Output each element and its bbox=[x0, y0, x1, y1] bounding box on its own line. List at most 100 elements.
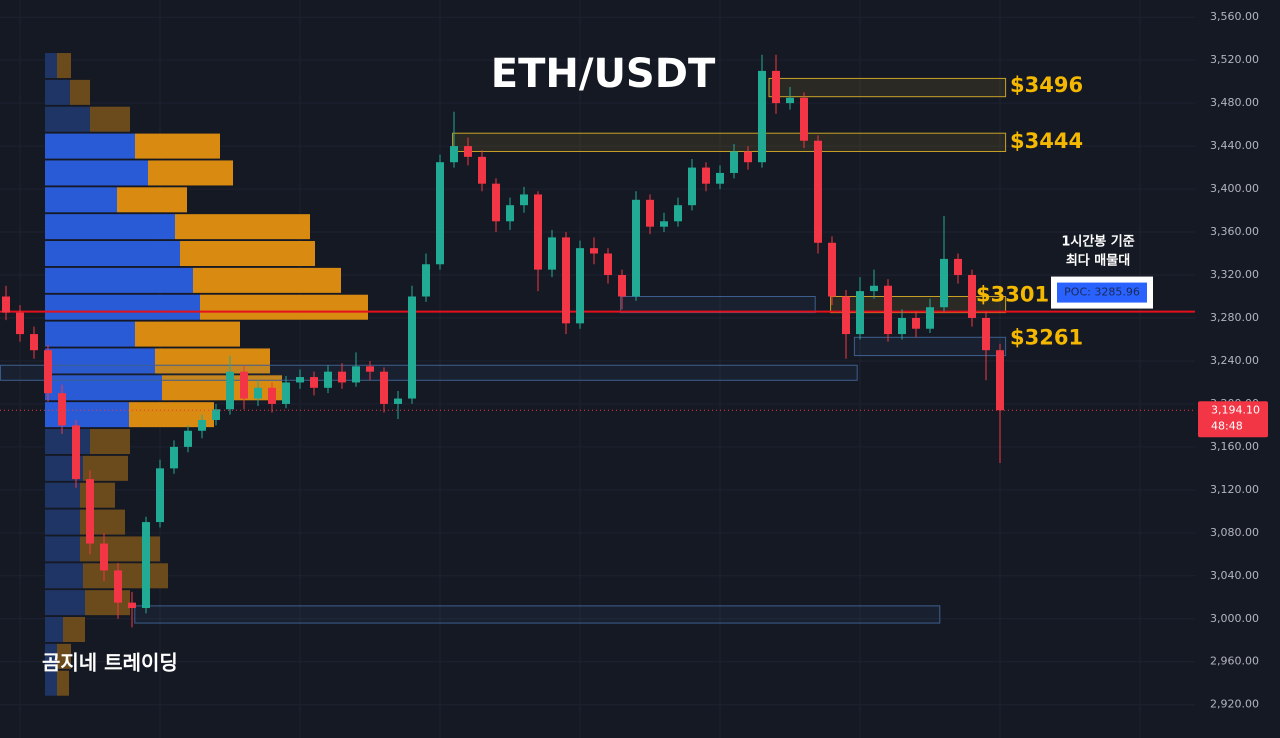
profile-buy bbox=[45, 241, 180, 267]
candle-body bbox=[870, 285, 878, 292]
candle-body bbox=[58, 393, 66, 426]
profile-sell bbox=[117, 187, 187, 213]
profile-buy bbox=[45, 214, 175, 240]
candle-body bbox=[772, 70, 780, 104]
candle-body bbox=[534, 194, 542, 270]
candle-body bbox=[296, 377, 304, 383]
profile-buy bbox=[45, 53, 57, 79]
candle-body bbox=[478, 156, 486, 184]
profile-sell bbox=[175, 214, 310, 240]
candle-body bbox=[240, 371, 248, 399]
profile-sell bbox=[63, 617, 85, 643]
candle-body bbox=[30, 334, 38, 351]
candle-body bbox=[758, 70, 766, 163]
candle-body bbox=[156, 468, 164, 523]
annotation: 1시간봉 기준 bbox=[1061, 234, 1134, 250]
candle-body bbox=[842, 296, 850, 335]
candle-body bbox=[828, 242, 836, 297]
profile-sell bbox=[180, 241, 315, 267]
candle-body bbox=[674, 205, 682, 222]
candle-body bbox=[492, 183, 500, 222]
profile-sell bbox=[83, 563, 168, 589]
profile-sell bbox=[85, 590, 130, 616]
y-tick-label: 3,320.00 bbox=[1210, 268, 1259, 281]
profile-buy bbox=[45, 590, 85, 616]
candle-body bbox=[2, 296, 10, 313]
zone bbox=[0, 364, 858, 381]
profile-buy bbox=[45, 429, 90, 455]
candle-body bbox=[688, 167, 696, 206]
candle-body bbox=[100, 543, 108, 571]
candle-body bbox=[702, 167, 710, 184]
candle-body bbox=[898, 317, 906, 335]
candle-body bbox=[380, 371, 388, 404]
candle-body bbox=[198, 420, 206, 431]
candle-body bbox=[114, 570, 122, 603]
profile-buy bbox=[45, 509, 80, 535]
candle-body bbox=[338, 371, 346, 383]
candle-body bbox=[912, 317, 920, 329]
y-tick-label: 3,080.00 bbox=[1210, 526, 1259, 539]
y-tick-label: 3,040.00 bbox=[1210, 569, 1259, 582]
profile-sell bbox=[148, 160, 233, 186]
y-tick-label: 2,960.00 bbox=[1210, 655, 1259, 668]
candle-body bbox=[926, 307, 934, 329]
candle-body bbox=[142, 522, 150, 609]
axis-background bbox=[1195, 0, 1280, 738]
poc-label: POC: 3285.96 bbox=[1064, 286, 1140, 299]
profile-buy bbox=[45, 267, 193, 293]
candle-body bbox=[184, 430, 192, 447]
zones bbox=[0, 77, 1230, 624]
candle-body bbox=[450, 146, 458, 163]
candle-body bbox=[940, 258, 948, 308]
candle-body bbox=[954, 258, 962, 276]
level-label: $3444 bbox=[1010, 129, 1083, 153]
candle-body bbox=[72, 425, 80, 480]
candle-body bbox=[744, 151, 752, 163]
profile-sell bbox=[135, 321, 240, 347]
profile-buy bbox=[45, 348, 155, 374]
profile-buy bbox=[45, 79, 70, 105]
y-tick-label: 3,280.00 bbox=[1210, 311, 1259, 324]
y-tick-label: 3,360.00 bbox=[1210, 225, 1259, 238]
profile-sell bbox=[193, 267, 341, 293]
profile-buy bbox=[45, 133, 135, 159]
y-tick-label: 3,000.00 bbox=[1210, 612, 1259, 625]
poc-box bbox=[1057, 282, 1147, 303]
profile-sell bbox=[57, 643, 71, 669]
profile-sell bbox=[57, 53, 71, 79]
profile-buy bbox=[45, 536, 80, 562]
candle-body bbox=[646, 199, 654, 227]
candle-body bbox=[520, 194, 528, 206]
candle-body bbox=[968, 275, 976, 318]
candle-body bbox=[604, 253, 612, 276]
candle-body bbox=[212, 409, 220, 421]
profile-buy bbox=[45, 617, 63, 643]
profile-buy bbox=[45, 187, 117, 213]
candle-body bbox=[394, 398, 402, 404]
countdown: 48:48 bbox=[1211, 419, 1243, 432]
level-label: $3301 bbox=[976, 282, 1049, 306]
y-tick-label: 3,160.00 bbox=[1210, 440, 1259, 453]
profile-sell bbox=[155, 348, 270, 374]
profile-buy bbox=[45, 106, 90, 132]
candle-body bbox=[128, 602, 136, 609]
zone bbox=[853, 336, 1007, 357]
candle-body bbox=[324, 371, 332, 388]
candle-body bbox=[562, 237, 570, 324]
y-tick-label: 3,560.00 bbox=[1210, 10, 1259, 23]
candle-body bbox=[576, 248, 584, 324]
candle-body bbox=[814, 140, 822, 243]
profile-sell bbox=[135, 133, 220, 159]
candle-body bbox=[464, 146, 472, 157]
candle-body bbox=[226, 371, 234, 410]
y-tick-label: 2,920.00 bbox=[1210, 698, 1259, 711]
y-tick-label: 3,440.00 bbox=[1210, 139, 1259, 152]
profile-buy bbox=[45, 321, 135, 347]
candle-body bbox=[618, 275, 626, 297]
candle-body bbox=[996, 350, 1004, 411]
profile-buy bbox=[45, 482, 80, 508]
profile-sell bbox=[90, 429, 130, 455]
candle-body bbox=[310, 377, 318, 388]
